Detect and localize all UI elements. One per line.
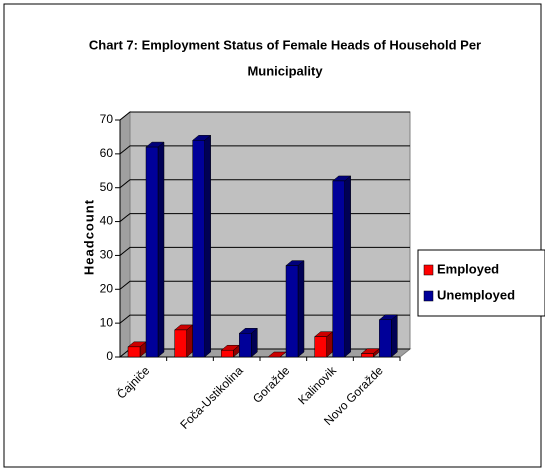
y-tick-label: 50: [100, 180, 114, 194]
bar: [192, 140, 205, 358]
grid-line: [119, 314, 410, 324]
bar-side: [391, 314, 398, 358]
side-wall: [119, 110, 131, 359]
legend: [417, 249, 545, 317]
grid-line: [119, 179, 410, 189]
y-tick-label: 40: [100, 214, 114, 228]
bar-side: [344, 175, 351, 358]
grid-line: [119, 145, 410, 155]
legend-swatch: [423, 264, 434, 276]
bar: [361, 353, 374, 358]
bar: [221, 349, 234, 358]
grid-line: [119, 111, 410, 121]
bar: [145, 146, 159, 358]
bar: [332, 180, 345, 358]
grid-line: [119, 213, 410, 222]
legend-label: Unemployed: [437, 287, 515, 302]
bar-side: [297, 260, 305, 358]
back-wall: [129, 111, 411, 350]
chart-title: Chart 7: Employment Status of Female Hea…: [89, 37, 481, 52]
bar: [239, 333, 252, 358]
bar: [174, 329, 187, 358]
y-tick-label: 30: [100, 248, 114, 262]
legend-label: Employed: [437, 261, 499, 276]
grid-line: [119, 280, 410, 290]
legend-swatch: [423, 290, 434, 302]
grid-line: [119, 246, 410, 256]
y-tick-label: 0: [106, 349, 113, 363]
bar-side: [186, 324, 193, 358]
bar: [285, 265, 299, 358]
y-tick-label: 60: [100, 146, 114, 160]
y-tick-label: 70: [100, 112, 114, 126]
y-tick-label: 10: [100, 315, 114, 329]
bar: [127, 346, 141, 358]
y-tick-label: 20: [100, 281, 114, 295]
bar-side: [157, 141, 165, 358]
bar: [379, 319, 392, 358]
bar-side: [204, 134, 211, 358]
chart-title: Municipality: [247, 63, 323, 78]
bar: [314, 336, 327, 358]
y-axis-title: Headcount: [81, 199, 96, 275]
